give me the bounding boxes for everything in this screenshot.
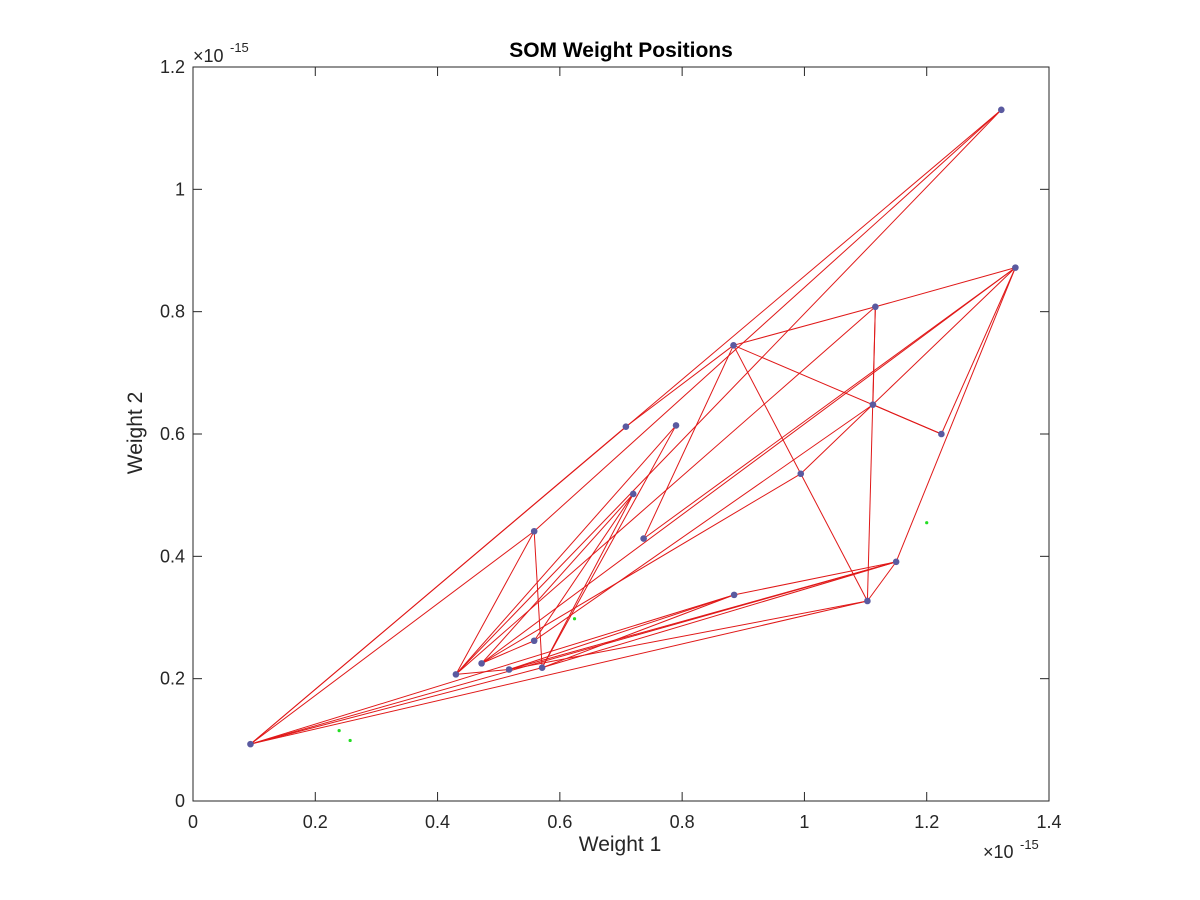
input-points: [337, 521, 929, 743]
x-axis-label: Weight 1: [579, 833, 662, 856]
som-connections: [250, 109, 1016, 745]
x-axis-exponent: ×10 -15: [983, 837, 1039, 862]
connection-line: [455, 531, 535, 675]
x-exponent-base: ×10: [983, 842, 1014, 862]
connection-line: [481, 267, 1016, 664]
y-axis-label: Weight 2: [124, 392, 147, 475]
connection-line: [733, 306, 876, 346]
neuron-point: [452, 671, 460, 678]
connection-line: [875, 267, 1016, 308]
y-exponent-power: -15: [230, 40, 249, 55]
connection-line: [541, 594, 735, 669]
y-tick-label: 1.2: [160, 57, 185, 77]
x-tick-label: 0.8: [670, 812, 695, 832]
connection-line: [734, 561, 897, 596]
neuron-point: [730, 342, 737, 349]
input-point: [925, 521, 929, 525]
connection-line: [533, 109, 1002, 532]
neuron-point: [730, 591, 738, 599]
neuron-point: [629, 490, 637, 498]
connection-line: [508, 561, 897, 670]
y-axis-exponent: ×10 -15: [193, 40, 249, 66]
x-tick-label: 0.6: [547, 812, 572, 832]
input-point: [348, 738, 352, 743]
y-tick-label: 0.4: [160, 546, 185, 566]
connection-line: [250, 594, 735, 745]
neuron-point: [892, 558, 900, 566]
x-exponent-power: -15: [1020, 837, 1039, 852]
connection-line: [872, 306, 876, 405]
neuron-point: [864, 597, 871, 605]
neuron-point: [998, 106, 1005, 114]
neuron-point: [530, 637, 538, 645]
chart-title: SOM Weight Positions: [509, 39, 733, 62]
connection-line: [455, 425, 677, 675]
input-point: [572, 617, 577, 621]
neuron-point: [869, 401, 877, 408]
neuron-point: [672, 422, 680, 429]
connection-line: [895, 267, 1016, 563]
connection-line: [625, 344, 734, 428]
y-axis-ticks: 0 0.2 0.4 0.6 0.8 1 1.2: [160, 57, 1049, 811]
input-point: [337, 729, 341, 733]
y-exponent-base: ×10: [193, 46, 224, 66]
neuron-point: [538, 664, 546, 671]
connection-line: [481, 640, 535, 664]
x-axis-ticks: 0 0.2 0.4 0.6 0.8 1 1.2 1.4: [188, 67, 1062, 832]
connection-line: [533, 531, 543, 668]
y-tick-label: 0.6: [160, 424, 185, 444]
connection-line: [643, 345, 734, 539]
neuron-point: [872, 303, 879, 311]
connection-line: [800, 473, 868, 602]
y-tick-label: 0.2: [160, 669, 185, 689]
connection-line: [867, 561, 897, 602]
neuron-point: [478, 660, 485, 667]
x-tick-label: 0: [188, 812, 198, 832]
connection-line: [509, 600, 868, 670]
connection-line: [541, 425, 677, 668]
connection-line: [940, 267, 1016, 435]
connection-line: [800, 267, 1016, 475]
y-tick-label: 0.8: [160, 302, 185, 322]
neuron-point: [530, 527, 538, 535]
y-tick-label: 0: [175, 791, 185, 811]
x-tick-label: 0.4: [425, 812, 450, 832]
neuron-point: [505, 666, 513, 673]
connection-line: [481, 473, 802, 664]
connection-line: [250, 667, 543, 745]
axes-box: [192, 66, 1050, 802]
connection-line: [481, 493, 634, 664]
connection-line: [541, 561, 897, 669]
connection-line: [250, 600, 868, 745]
neuron-point: [797, 470, 805, 478]
x-tick-label: 1.4: [1036, 812, 1061, 832]
connection-line: [533, 404, 874, 642]
connection-line: [508, 594, 735, 670]
plot-area: [192, 66, 1050, 802]
connection-line: [250, 530, 535, 745]
y-tick-label: 1: [175, 179, 185, 199]
connection-line: [533, 493, 634, 642]
neuron-point: [640, 535, 647, 542]
som-neurons: [247, 106, 1019, 748]
connection-line: [872, 404, 942, 435]
x-tick-label: 0.2: [303, 812, 328, 832]
neuron-point: [938, 430, 945, 438]
connection-line: [733, 345, 802, 474]
connection-line: [541, 493, 634, 668]
x-tick-label: 1: [799, 812, 809, 832]
connection-line: [455, 668, 510, 675]
neuron-point: [1012, 264, 1019, 271]
connection-line: [643, 267, 1016, 539]
neuron-point: [247, 740, 254, 748]
connection-line: [455, 109, 1002, 675]
x-tick-label: 1.2: [914, 812, 939, 832]
neuron-point: [622, 423, 630, 430]
